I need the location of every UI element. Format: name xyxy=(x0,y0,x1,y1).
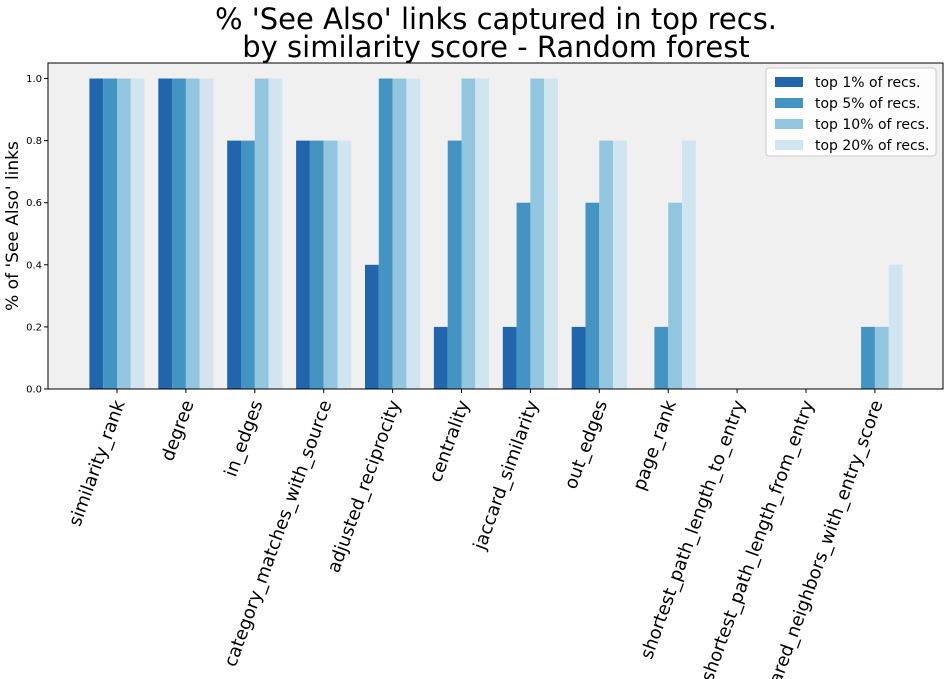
bar-jaccard_similarity-series-2 xyxy=(516,202,531,389)
x-tick-label: out_edges xyxy=(561,398,612,492)
x-tick-label: in_edges xyxy=(220,398,267,480)
x-tick-label: degree xyxy=(157,398,198,464)
y-tick-label: 0.0 xyxy=(26,385,42,396)
y-tick-label: 0.2 xyxy=(26,322,42,333)
bar-shared_neighbors_with_entry_score-series-3 xyxy=(874,326,889,389)
bar-adjusted_reciprocity-series-3 xyxy=(392,78,407,390)
bar-shared_neighbors_with_entry_score-series-4 xyxy=(888,264,903,389)
legend: top 1% of recs. top 5% of recs. top 10% of… xyxy=(765,67,937,157)
bar-similarity_rank-series-1 xyxy=(89,78,104,390)
legend-swatch xyxy=(775,140,803,150)
bar-centrality-series-3 xyxy=(461,78,476,390)
x-tick-label: centrality xyxy=(425,397,474,485)
bar-adjusted_reciprocity-series-2 xyxy=(378,78,393,390)
y-tick-label: 1.0 xyxy=(26,74,42,85)
bars-group xyxy=(89,78,903,390)
bar-jaccard_similarity-series-4 xyxy=(544,78,558,390)
bar-category_matches_with_source-series-2 xyxy=(309,140,324,389)
bar-in_edges-series-3 xyxy=(254,78,269,390)
x-tick-label: shared_neighbors_with_entry_score xyxy=(758,398,888,679)
legend-box xyxy=(765,67,937,157)
bar-degree-series-3 xyxy=(185,78,200,390)
bar-adjusted_reciprocity-series-1 xyxy=(365,264,379,389)
bar-page_rank-series-4 xyxy=(682,140,696,389)
legend-entry: top 1% of recs. xyxy=(815,75,921,91)
legend-swatch xyxy=(775,98,803,108)
x-tick-label: jaccard_similarity xyxy=(469,397,543,553)
bar-similarity_rank-series-3 xyxy=(117,78,131,390)
bar-category_matches_with_source-series-4 xyxy=(337,140,352,389)
x-axis: similarity_rank degree in_edgescategory_ma… xyxy=(65,389,888,679)
y-tick-label: 0.6 xyxy=(26,198,42,209)
bar-in_edges-series-1 xyxy=(227,140,241,389)
bar-degree-series-4 xyxy=(199,78,214,390)
bar-page_rank-series-2 xyxy=(654,326,669,389)
bar-page_rank-series-3 xyxy=(668,202,682,389)
plot-frame xyxy=(47,62,944,390)
bar-out_edges-series-1 xyxy=(571,326,586,389)
legend-entry: top 5% of recs. xyxy=(815,96,921,112)
legend-entry: top 10% of recs. xyxy=(815,117,929,133)
y-tick-label: 0.4 xyxy=(26,260,42,271)
bar-centrality-series-1 xyxy=(433,326,448,389)
bar-out_edges-series-4 xyxy=(613,140,627,389)
bar-in_edges-series-2 xyxy=(241,140,255,389)
bar-jaccard_similarity-series-3 xyxy=(530,78,545,390)
bar-jaccard_similarity-series-1 xyxy=(502,326,517,389)
chart-title-line-2: by similarity score - Random forest xyxy=(242,30,750,64)
bar-out_edges-series-3 xyxy=(599,140,614,389)
x-tick-label: adjusted_reciprocity xyxy=(323,397,405,575)
x-tick-label: similarity_rank xyxy=(65,397,130,529)
y-axis-label: % of 'See Also' links xyxy=(3,141,23,311)
legend-entry: top 20% of recs. xyxy=(815,138,929,154)
bar-centrality-series-4 xyxy=(475,78,490,390)
bar-adjusted_reciprocity-series-4 xyxy=(406,78,421,390)
bar-similarity_rank-series-4 xyxy=(130,78,145,390)
bar-category_matches_with_source-series-1 xyxy=(296,140,310,389)
y-tick-label: 0.8 xyxy=(26,136,42,147)
bar-degree-series-2 xyxy=(172,78,186,390)
bar-similarity_rank-series-2 xyxy=(103,78,117,390)
legend-swatch xyxy=(775,77,803,87)
bar-out_edges-series-2 xyxy=(585,202,600,389)
legend-swatch xyxy=(775,119,803,129)
bar-degree-series-1 xyxy=(158,78,173,390)
bar-centrality-series-2 xyxy=(447,140,462,389)
bar-shared_neighbors_with_entry_score-series-2 xyxy=(861,326,875,389)
x-tick-label: page_rank xyxy=(629,397,681,493)
y-axis: 0.0 0.2 0.4 0.6 0.8 1.0 xyxy=(26,74,48,396)
bar-category_matches_with_source-series-3 xyxy=(323,140,338,389)
bar-in_edges-series-4 xyxy=(268,78,283,390)
chart-title-line-1: % 'See Also' links captured in top recs. xyxy=(215,2,777,36)
